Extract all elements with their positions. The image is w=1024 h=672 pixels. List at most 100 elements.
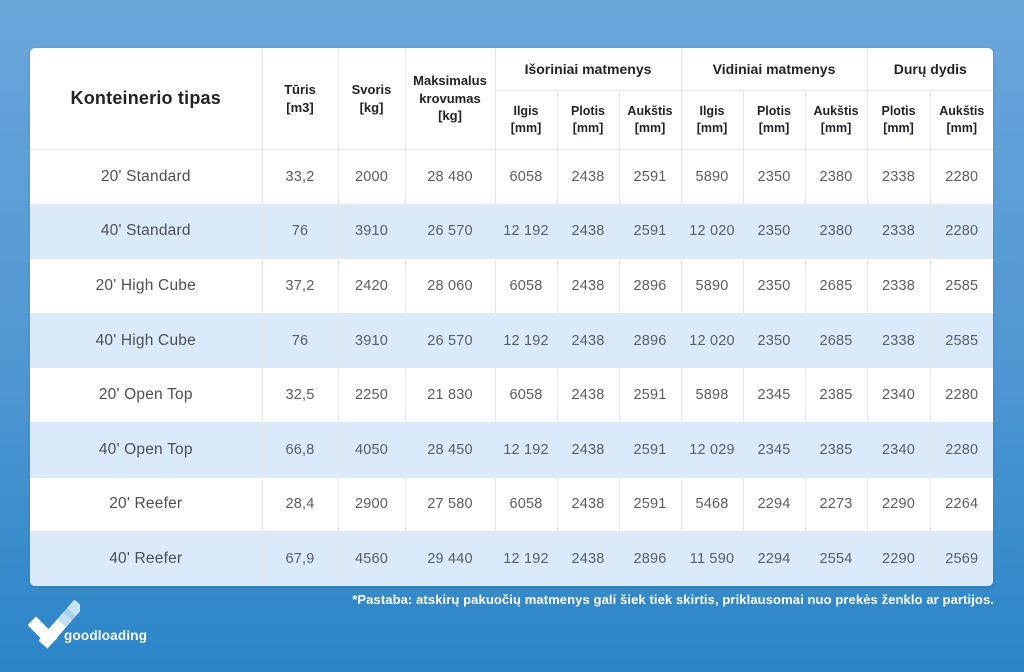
dimension-value-cell: 2438	[556, 367, 620, 423]
dimension-value-cell: 5898	[680, 367, 744, 423]
table-row: 40' Reefer 67,9 4560 29 440 12 192 2438 2896 11…	[30, 531, 993, 586]
dimension-value-cell: 12 192	[494, 312, 558, 369]
dimension-value-cell: 28 480	[404, 149, 496, 205]
subheader-external-length: Ilgis [mm]	[495, 90, 558, 150]
table-row: 20' Reefer 28,4 2900 27 580 6058 2438 2591 5468…	[30, 476, 993, 533]
dimension-value-cell: 3910	[337, 203, 406, 260]
dimension-value-cell: 2438	[556, 258, 620, 314]
dimension-value-cell: 76	[261, 203, 339, 260]
dimension-value-cell: 2591	[618, 149, 682, 205]
dimension-value-cell: 67,9	[261, 531, 339, 586]
dimension-value-cell: 2338	[866, 149, 931, 205]
dimension-value-cell: 4050	[337, 421, 406, 478]
dimension-value-cell: 2569	[929, 531, 993, 586]
dimension-value-cell: 2338	[866, 203, 931, 260]
table-row: 20' Standard 33,2 2000 28 480 6058 2438 2591 58…	[30, 149, 993, 205]
dimension-value-cell: 2591	[618, 421, 682, 478]
dimension-value-cell: 2591	[618, 476, 682, 533]
dimension-value-cell: 2338	[866, 258, 931, 314]
dimension-value-cell: 28,4	[261, 476, 339, 533]
dimension-value-cell: 6058	[494, 476, 558, 533]
subheader-external-height: Aukštis [mm]	[618, 90, 682, 150]
dimension-value-cell: 3910	[337, 312, 406, 369]
footnote-text: *Pastaba: atskirų pakuočių matmenys gali…	[352, 592, 994, 607]
dimension-value-cell: 32,5	[261, 367, 339, 423]
dimension-value-cell: 2280	[929, 149, 993, 205]
dimension-value-cell: 12 020	[680, 203, 744, 260]
dimension-value-cell: 2273	[804, 476, 868, 533]
dimension-value-cell: 2438	[556, 476, 620, 533]
container-type-cell: 40' Standard	[30, 203, 263, 260]
dimension-value-cell: 28 060	[404, 258, 496, 314]
container-type-cell: 20' Reefer	[30, 476, 263, 533]
column-header-max-load: Maksimalus krovumas [kg]	[404, 48, 496, 150]
container-type-cell: 40' Open Top	[30, 421, 263, 478]
header-group-row: Konteinerio tipas Tūris [m3] Svoris [kg]…	[30, 48, 993, 150]
dimension-value-cell: 2350	[742, 149, 806, 205]
group-header-door-size: Durų dydis	[866, 48, 993, 92]
dimension-value-cell: 5468	[680, 476, 744, 533]
subheader-external-width: Plotis [mm]	[556, 90, 620, 150]
dimension-value-cell: 2264	[929, 476, 993, 533]
dimension-value-cell: 12 192	[494, 421, 558, 478]
group-header-external-dimensions: Išoriniai matmenys	[494, 48, 682, 92]
dimension-value-cell: 2896	[618, 312, 682, 369]
dimension-value-cell: 5890	[680, 149, 744, 205]
subheader-internal-width: Plotis [mm]	[742, 90, 806, 150]
dimension-value-cell: 2438	[556, 421, 620, 478]
dimension-value-cell: 2585	[929, 312, 993, 369]
dimension-value-cell: 2438	[556, 531, 620, 586]
table-row: 20' Open Top 32,5 2250 21 830 6058 2438 2591 58…	[30, 367, 993, 423]
table-row: 40' High Cube 76 3910 26 570 12 192 2438 2896 1…	[30, 312, 993, 369]
dimension-value-cell: 2294	[742, 531, 806, 586]
dimension-value-cell: 12 192	[494, 203, 558, 260]
dimension-value-cell: 27 580	[404, 476, 496, 533]
dimension-value-cell: 2585	[929, 258, 993, 314]
column-header-weight: Svoris [kg]	[337, 48, 406, 150]
dimension-value-cell: 6058	[494, 149, 558, 205]
dimension-value-cell: 2340	[866, 367, 931, 423]
dimension-value-cell: 4560	[337, 531, 406, 586]
container-type-cell: 20' Standard	[30, 149, 263, 205]
dimension-value-cell: 29 440	[404, 531, 496, 586]
dimension-value-cell: 2345	[742, 421, 806, 478]
dimension-value-cell: 2900	[337, 476, 406, 533]
checkmark-icon	[28, 600, 80, 649]
goodloading-logo: goodloading	[28, 600, 208, 650]
dimension-value-cell: 2685	[804, 258, 868, 314]
dimension-value-cell: 2385	[804, 421, 868, 478]
dimension-value-cell: 2294	[742, 476, 806, 533]
dimension-value-cell: 26 570	[404, 203, 496, 260]
container-type-cell: 20' High Cube	[30, 258, 263, 314]
dimension-value-cell: 2280	[929, 367, 993, 423]
dimension-value-cell: 2591	[618, 367, 682, 423]
table-header: Konteinerio tipas Tūris [m3] Svoris [kg]…	[30, 48, 993, 150]
table-row: 40' Open Top 66,8 4050 28 450 12 192 2438 2591…	[30, 421, 993, 478]
dimension-value-cell: 6058	[494, 258, 558, 314]
subheader-door-width: Plotis [mm]	[866, 90, 931, 150]
dimension-value-cell: 2350	[742, 258, 806, 314]
dimension-value-cell: 76	[261, 312, 339, 369]
dimension-value-cell: 37,2	[261, 258, 339, 314]
dimension-value-cell: 2000	[337, 149, 406, 205]
dimension-value-cell: 2290	[866, 476, 931, 533]
dimension-value-cell: 2350	[742, 203, 806, 260]
table-row: 40' Standard 76 3910 26 570 12 192 2438 2591 12…	[30, 203, 993, 260]
dimension-value-cell: 2380	[804, 203, 868, 260]
group-header-internal-dimensions: Vidiniai matmenys	[680, 48, 868, 92]
dimension-value-cell: 26 570	[404, 312, 496, 369]
container-type-cell: 20' Open Top	[30, 367, 263, 423]
dimension-value-cell: 2350	[742, 312, 806, 369]
dimension-value-cell: 12 192	[494, 531, 558, 586]
dimension-value-cell: 2420	[337, 258, 406, 314]
column-header-volume: Tūris [m3]	[261, 48, 339, 150]
dimension-value-cell: 2338	[866, 312, 931, 369]
container-dimensions-table: Konteinerio tipas Tūris [m3] Svoris [kg]…	[30, 48, 993, 586]
dimension-value-cell: 11 590	[680, 531, 744, 586]
column-header-container-type: Konteinerio tipas	[30, 48, 263, 150]
subheader-door-height: Aukštis [mm]	[929, 90, 993, 150]
dimension-value-cell: 2380	[804, 149, 868, 205]
dimension-value-cell: 2554	[804, 531, 868, 586]
dimension-value-cell: 28 450	[404, 421, 496, 478]
dimension-value-cell: 6058	[494, 367, 558, 423]
